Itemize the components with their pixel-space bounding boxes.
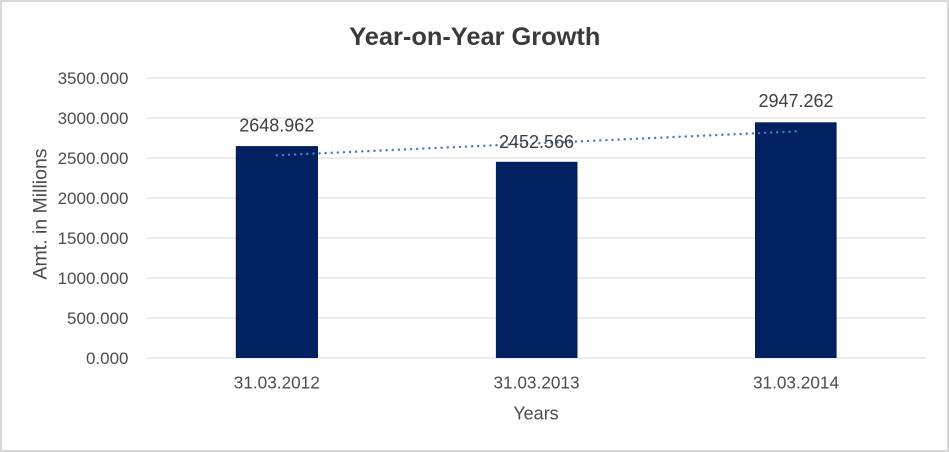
svg-text:Years: Years <box>513 403 558 423</box>
svg-text:Year-on-Year Growth: Year-on-Year Growth <box>349 23 600 51</box>
svg-text:3000.000: 3000.000 <box>58 109 129 128</box>
svg-text:Amt. in Millions: Amt. in Millions <box>30 148 52 279</box>
svg-text:2500.000: 2500.000 <box>58 149 129 168</box>
svg-text:500.000: 500.000 <box>67 309 128 328</box>
svg-text:1000.000: 1000.000 <box>58 269 129 288</box>
svg-text:2452.566: 2452.566 <box>499 132 574 152</box>
svg-text:2947.262: 2947.262 <box>758 91 833 111</box>
svg-text:3500.000: 3500.000 <box>58 69 129 88</box>
svg-text:2000.000: 2000.000 <box>58 189 129 208</box>
svg-text:31.03.2014: 31.03.2014 <box>753 373 839 393</box>
svg-text:0.000: 0.000 <box>86 349 129 368</box>
svg-text:31.03.2013: 31.03.2013 <box>493 373 579 393</box>
svg-text:31.03.2012: 31.03.2012 <box>234 373 320 393</box>
svg-text:2648.962: 2648.962 <box>239 116 314 136</box>
svg-text:1500.000: 1500.000 <box>58 229 129 248</box>
